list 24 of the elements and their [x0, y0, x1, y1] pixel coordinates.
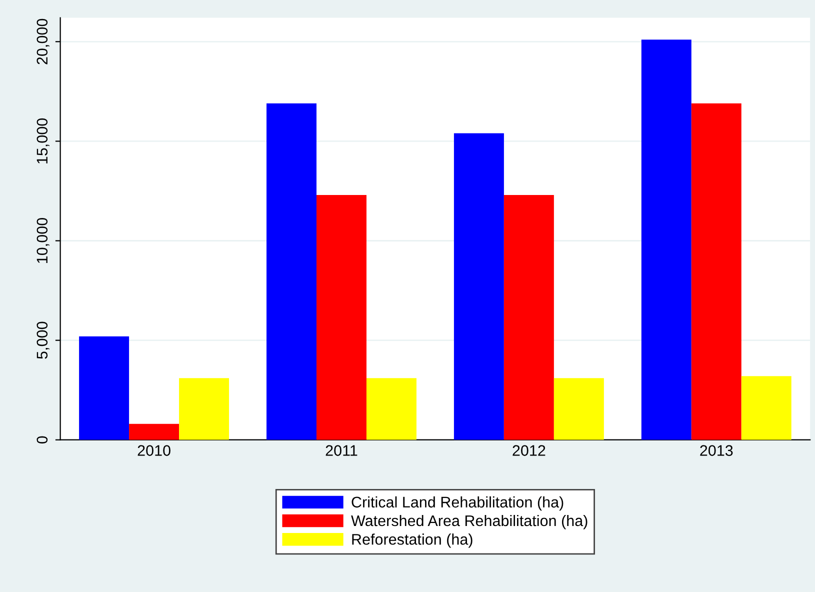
x-tick-label: 2012: [512, 445, 546, 456]
y-tick-label: 20,000: [36, 18, 50, 64]
legend-label: Critical Land Rehabilitation (ha): [352, 496, 564, 511]
y-tick-label: 10,000: [36, 218, 50, 263]
legend-label: Watershed Area Rehabilitation (ha): [351, 514, 588, 530]
legend-label: Reforestation (ha): [352, 534, 472, 548]
bar: [504, 194, 554, 440]
y-tick-label: 5,000: [36, 322, 50, 359]
x-tick-label: 2013: [700, 445, 733, 456]
bar: [79, 336, 130, 440]
y-tick-label: 15,000: [36, 118, 50, 164]
bar: [179, 378, 230, 440]
bar: [741, 376, 792, 440]
bar: [366, 378, 416, 440]
bar: [454, 133, 504, 440]
bar: [641, 40, 692, 440]
x-tick-label: 2010: [138, 445, 170, 456]
bar: [266, 103, 316, 440]
x-tick-label: 2011: [326, 445, 358, 456]
bar: [554, 378, 604, 440]
bar: [691, 103, 742, 440]
bar: [129, 424, 180, 440]
y-tick-label: 0: [36, 436, 48, 444]
bar: [316, 194, 366, 440]
